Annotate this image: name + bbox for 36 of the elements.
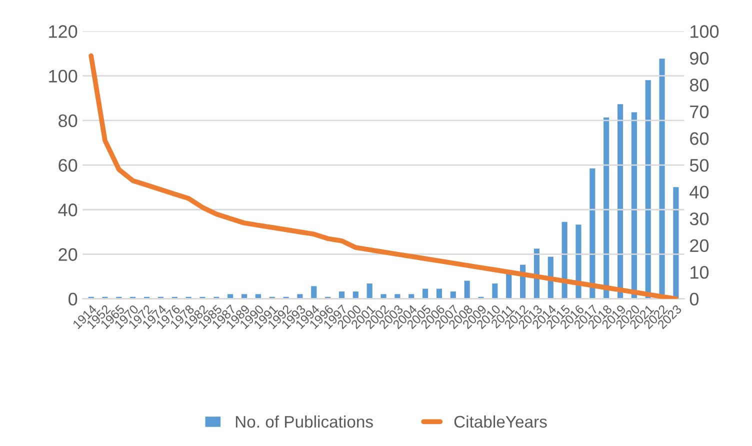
bar — [365, 282, 374, 299]
y-tick-label: 80 — [58, 114, 78, 128]
bar — [616, 102, 624, 299]
y2-tick-label: 30 — [690, 212, 709, 226]
y2-tick-label: 60 — [690, 132, 709, 145]
y-tick-label: 100 — [49, 70, 78, 83]
y2-tick-label: 90 — [690, 52, 709, 65]
bar — [630, 110, 638, 299]
legend-label: No. of Publications — [236, 415, 373, 428]
y-tick-label: 20 — [58, 248, 78, 261]
y-tick-label: 40 — [58, 204, 78, 216]
y2-tick-label: 50 — [690, 158, 709, 172]
bar — [338, 290, 346, 299]
y2-tick-label: 100 — [690, 25, 719, 38]
y2-tick-label: 0 — [690, 292, 699, 306]
bar — [351, 290, 360, 299]
bar — [448, 290, 458, 299]
line-series — [88, 53, 678, 299]
y2-tick-label: 70 — [690, 105, 709, 118]
bar — [435, 287, 444, 299]
y2-tick-label: 10 — [690, 266, 709, 279]
y-tick-label: 60 — [58, 158, 78, 172]
bar — [672, 186, 680, 299]
y2-tick-label: 80 — [690, 78, 709, 92]
bar — [462, 279, 472, 299]
bar — [602, 116, 611, 299]
bar — [588, 167, 597, 299]
y2-tick-label: 20 — [690, 239, 709, 252]
bar — [310, 284, 318, 299]
legend-label: CitableYears — [454, 415, 547, 428]
y-tick-label: 0 — [68, 292, 78, 306]
bar — [644, 78, 652, 299]
y2-tick-label: 40 — [690, 186, 709, 198]
bar — [490, 282, 500, 299]
y-tick-label: 120 — [49, 25, 78, 38]
bar — [421, 287, 430, 299]
